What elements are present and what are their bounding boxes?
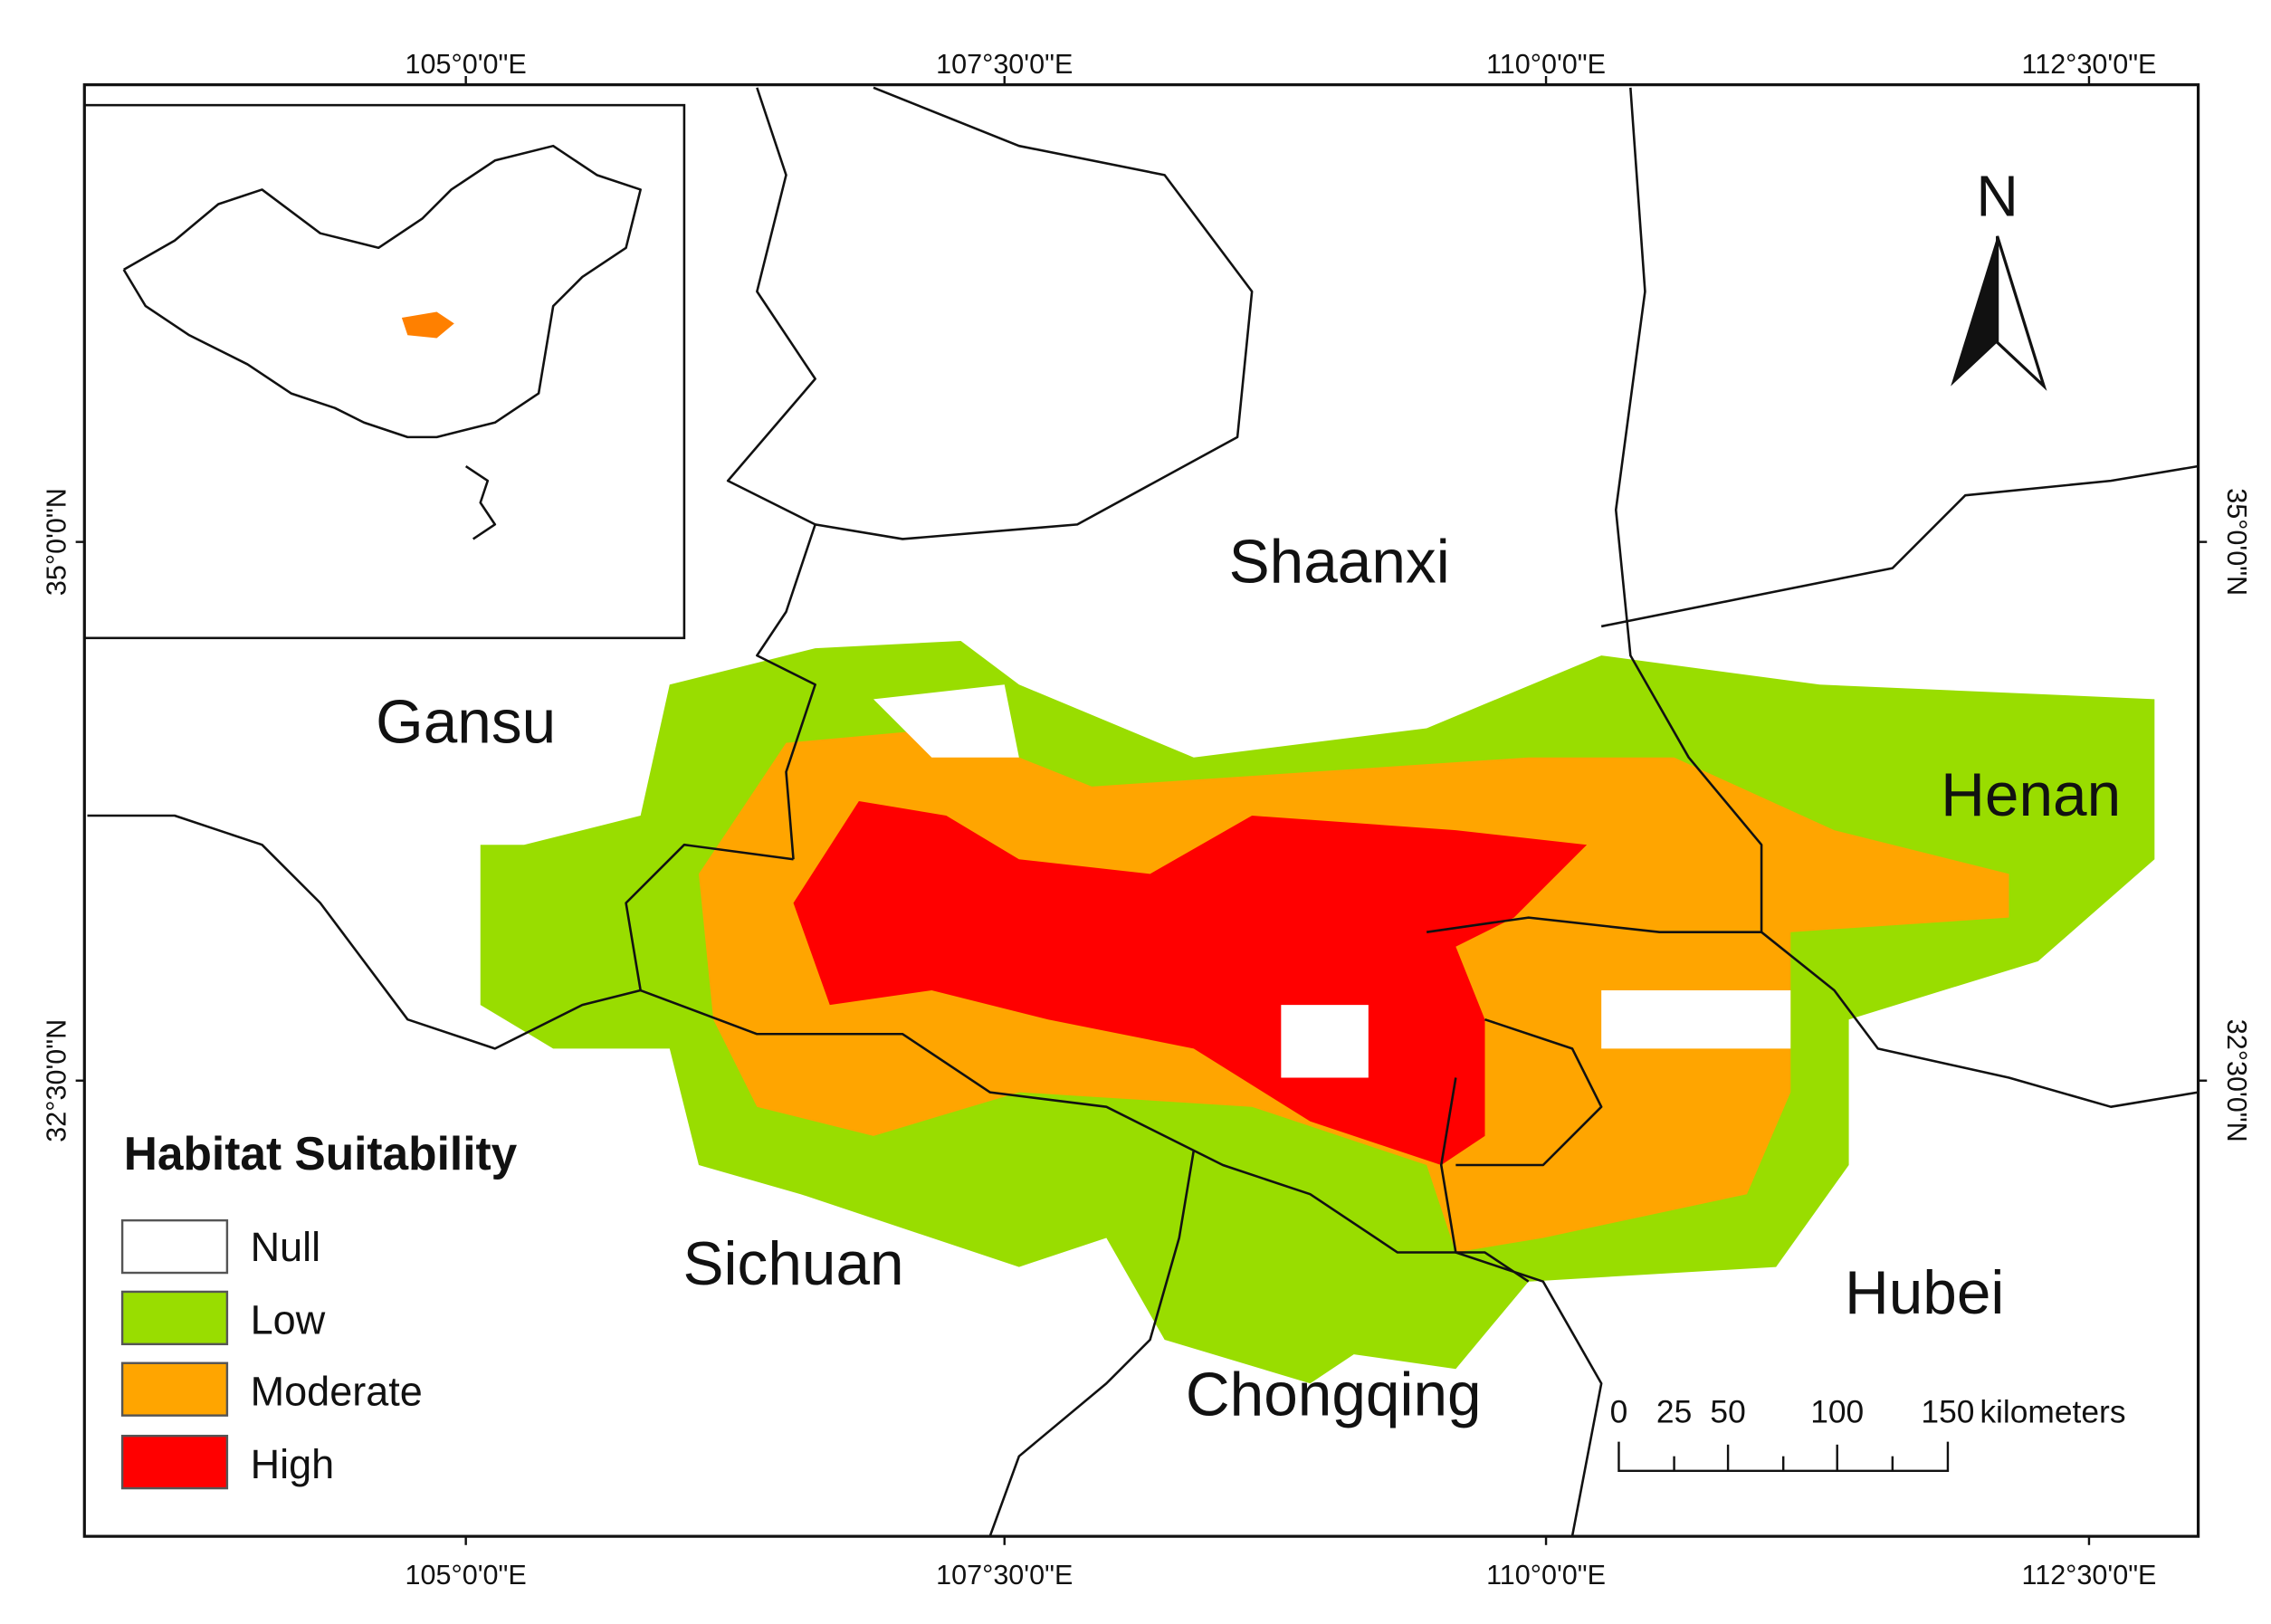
lon-label: 107°30'0"E xyxy=(936,49,1073,80)
province-labels: Shaanxi Gansu Henan Sichuan Hubei Chongq… xyxy=(376,529,2121,1429)
border xyxy=(640,989,1530,1283)
arrow-right xyxy=(1996,235,2047,391)
null-patch xyxy=(1601,990,1791,1049)
null-patch xyxy=(873,684,1019,758)
legend-label: Moderate xyxy=(251,1368,423,1414)
scale-bar: 0 25 50 100 150 kilometers xyxy=(1610,1395,2126,1472)
lon-label: 112°30'0"E xyxy=(2021,1560,2156,1591)
lon-label: 105°0'0"E xyxy=(406,49,527,80)
scale-label: 0 xyxy=(1610,1395,1628,1430)
scale-label: 50 xyxy=(1710,1395,1745,1430)
lon-label: 105°0'0"E xyxy=(406,1560,527,1591)
legend-label: Low xyxy=(251,1297,326,1343)
border xyxy=(1455,1017,1603,1167)
scale-label: 150 xyxy=(1921,1395,1974,1430)
border xyxy=(1439,1077,1603,1537)
province-label: Henan xyxy=(1941,761,2121,829)
lon-label: 110°0'0"E xyxy=(1486,49,1606,80)
legend-swatch xyxy=(120,1434,229,1490)
province-label: Shaanxi xyxy=(1229,529,1450,597)
border xyxy=(815,86,1254,540)
scale-label: 25 xyxy=(1656,1395,1692,1430)
legend-title: Habitat Suitability xyxy=(124,1127,518,1180)
high-zone xyxy=(793,800,1588,1166)
inset-study-area xyxy=(401,311,454,339)
inset-map xyxy=(82,103,686,640)
lon-label: 107°30'0"E xyxy=(936,1560,1073,1591)
lat-label: 32°30'0"N xyxy=(41,1019,72,1142)
china-outline xyxy=(122,144,642,439)
habitat-raster xyxy=(480,641,2155,1384)
border xyxy=(988,1150,1196,1537)
border xyxy=(1600,464,2199,628)
legend-swatch xyxy=(120,1290,229,1346)
legend-label: High xyxy=(251,1441,335,1487)
legend-label: Null xyxy=(251,1224,321,1270)
lon-label: 110°0'0"E xyxy=(1486,1560,1606,1591)
inset-islands xyxy=(464,464,497,540)
lat-label: 35°0'0"N xyxy=(2221,488,2252,596)
null-patch xyxy=(1281,1005,1369,1078)
scale-unit: kilometers xyxy=(1980,1395,2125,1430)
map-frame xyxy=(82,83,2200,1538)
province-label: Chongqing xyxy=(1186,1361,1482,1429)
lat-label: 35°0'0"N xyxy=(41,488,72,596)
legend: Habitat Suitability Null Low Moderate Hi… xyxy=(120,1127,518,1490)
border xyxy=(1426,916,1762,933)
province-label: Gansu xyxy=(376,689,556,757)
border xyxy=(1614,87,2199,1108)
scale-label: 100 xyxy=(1810,1395,1864,1430)
graticule-ticks xyxy=(75,75,2208,1545)
north-arrow: N xyxy=(1951,163,2047,391)
border xyxy=(87,814,794,1050)
province-borders xyxy=(87,86,2199,1537)
north-label: N xyxy=(1976,163,2018,228)
arrow-left xyxy=(1951,235,1998,387)
province-label: Sichuan xyxy=(682,1230,903,1298)
legend-swatch xyxy=(120,1361,229,1417)
inset-frame xyxy=(82,103,686,640)
coordinate-labels: 105°0'0"E 107°30'0"E 110°0'0"E 112°30'0"… xyxy=(41,49,2251,1591)
lon-label: 112°30'0"E xyxy=(2021,49,2156,80)
lat-label: 32°30'0"N xyxy=(2221,1019,2252,1142)
province-label: Hubei xyxy=(1845,1259,2005,1327)
legend-swatch xyxy=(120,1218,229,1275)
